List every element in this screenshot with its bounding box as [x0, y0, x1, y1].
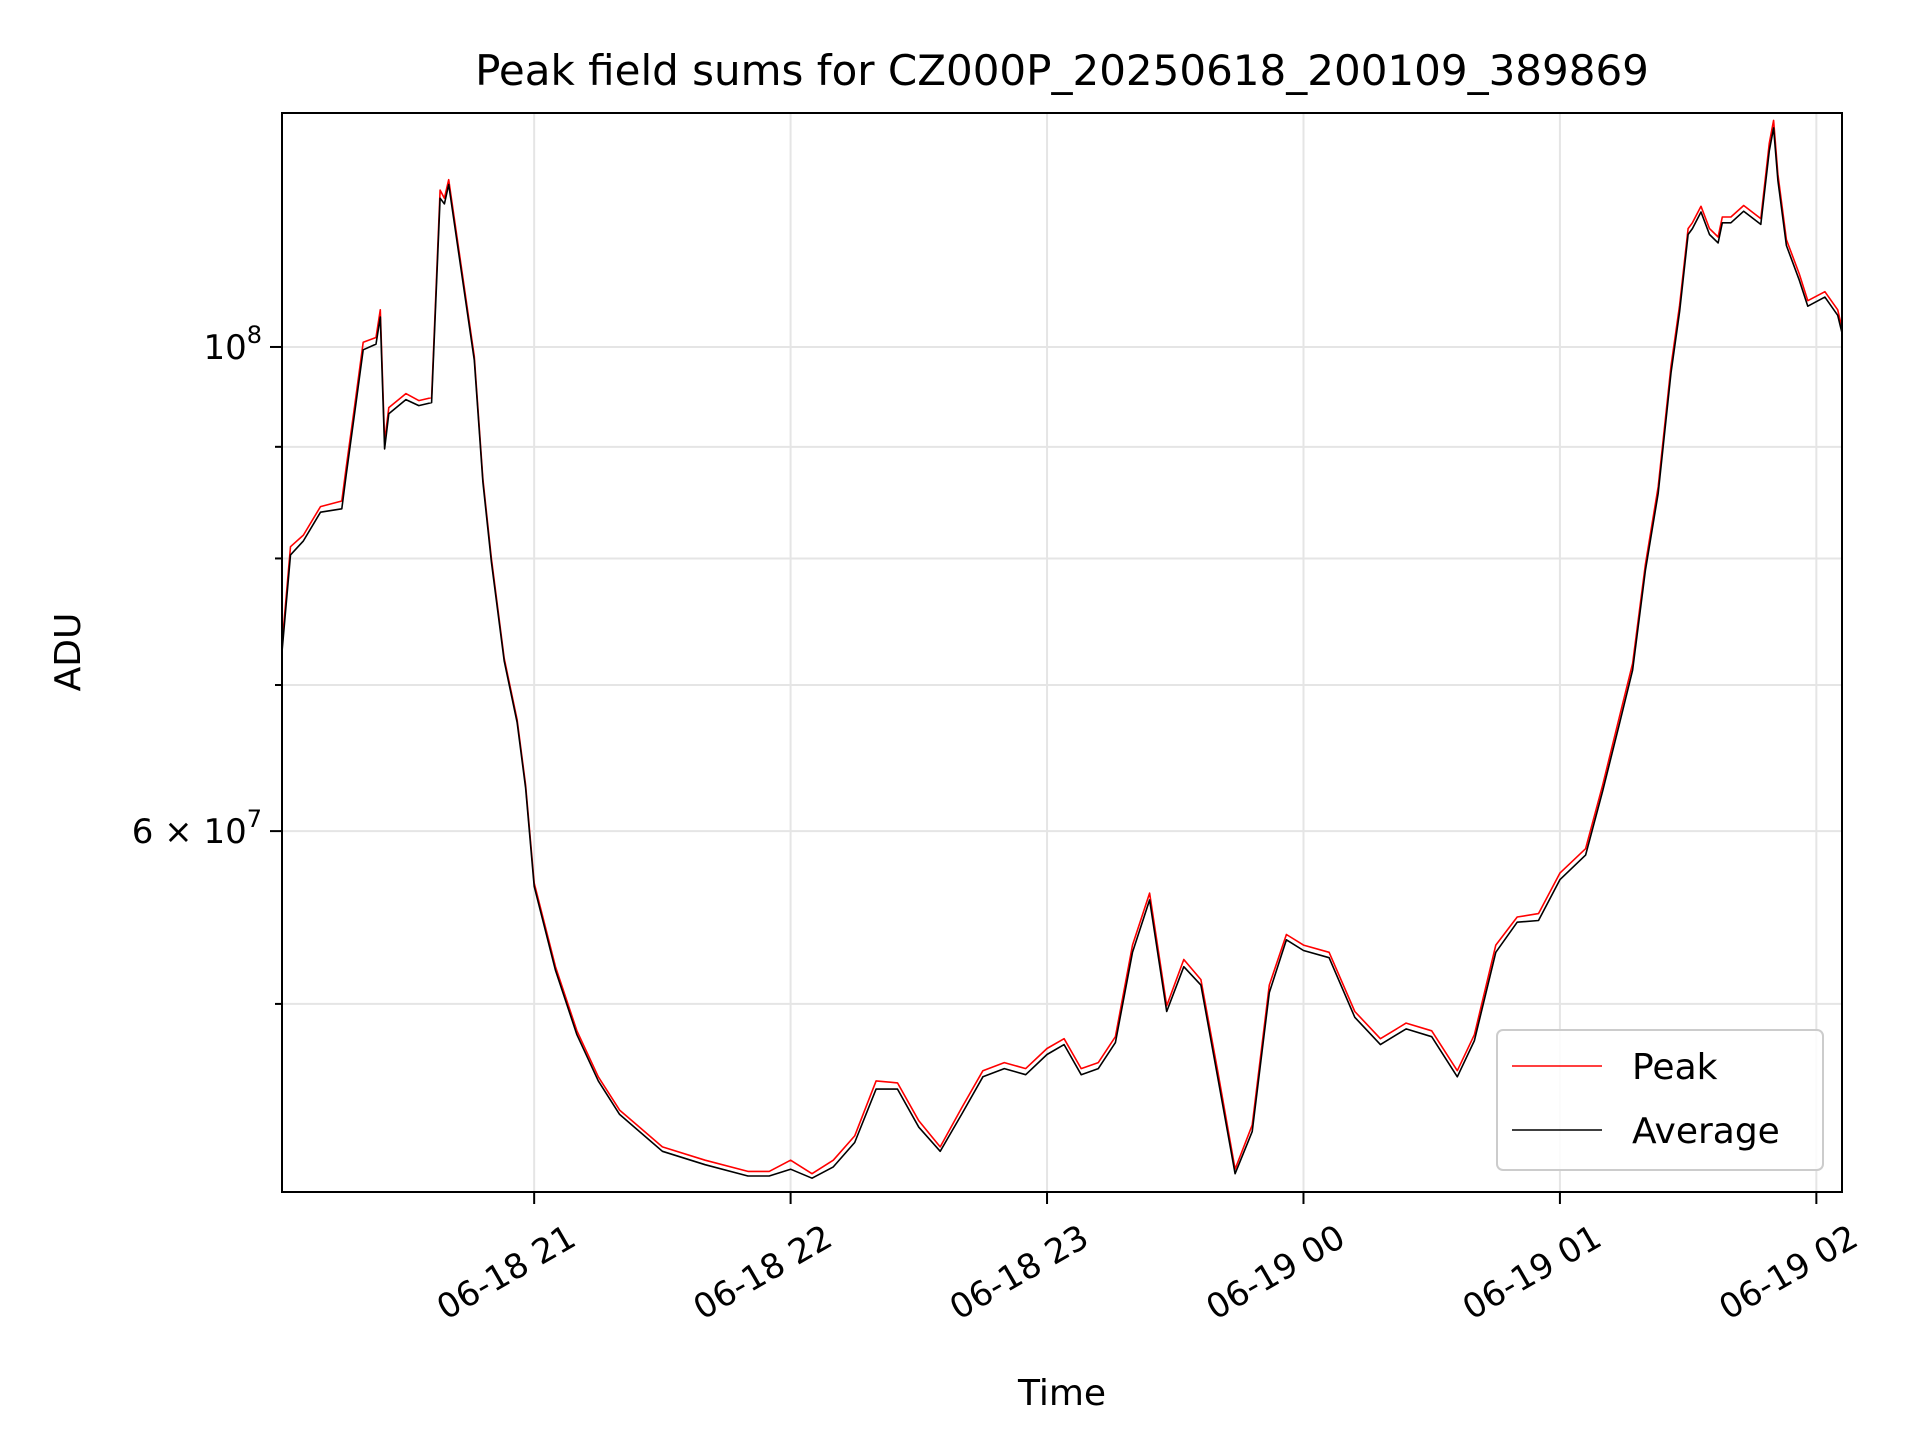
chart-title: Peak field sums for CZ000P_20250618_2001…	[475, 46, 1649, 95]
series-line-average	[282, 127, 1842, 1179]
legend: Peak Average	[1496, 1029, 1824, 1171]
y-tick-label: 6 × 107	[132, 805, 262, 852]
series-lines	[282, 119, 1842, 1179]
y-tick-label: 108	[203, 321, 262, 368]
grid-lines	[282, 113, 1842, 1192]
legend-average-label: Average	[1632, 1111, 1780, 1152]
series-line-peak	[282, 119, 1842, 1175]
legend-box	[1496, 1029, 1824, 1171]
plot-area-frame	[281, 112, 1843, 1193]
x-axis-label: Time	[1017, 1373, 1106, 1414]
y-axis-ticks: 108 6 × 107	[132, 321, 282, 1005]
y-axis-label: ADU	[48, 613, 89, 692]
legend-peak-label: Peak	[1632, 1047, 1718, 1088]
